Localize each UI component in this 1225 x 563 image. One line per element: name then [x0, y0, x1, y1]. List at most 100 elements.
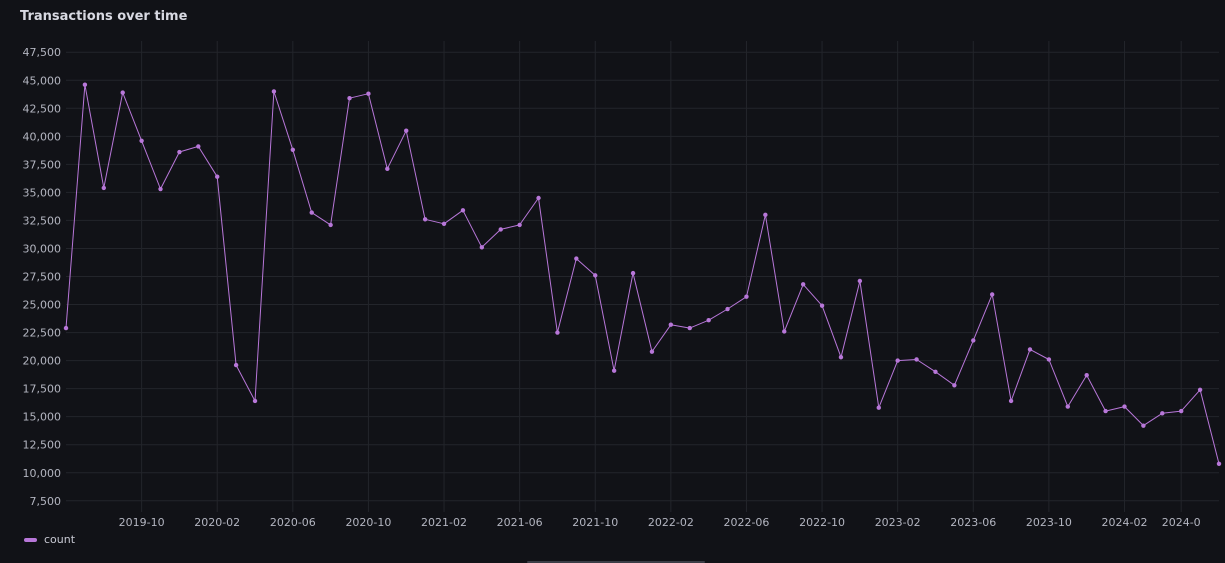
y-axis: 7,500 10,000 12,500 15,000 17,500 20,000 22,50… [23, 46, 62, 508]
data-point[interactable] [82, 82, 88, 87]
y-tick-label: 42,500 [23, 102, 62, 115]
x-tick-label: 2021-06 [497, 516, 543, 529]
data-point[interactable] [1065, 404, 1070, 409]
x-tick-label: 2021-02 [421, 516, 467, 529]
data-point[interactable] [385, 166, 390, 172]
data-point[interactable] [196, 144, 201, 149]
data-point[interactable] [347, 95, 352, 101]
data-point[interactable] [252, 398, 258, 404]
y-tick-label: 32,500 [23, 214, 62, 227]
data-point[interactable] [158, 186, 163, 192]
data-point[interactable] [989, 292, 995, 297]
x-tick-label: 2019-10 [119, 516, 165, 529]
data-point[interactable] [1160, 411, 1165, 416]
data-point[interactable] [555, 330, 560, 335]
y-tick-label: 17,500 [23, 383, 62, 396]
data-point[interactable] [1197, 387, 1203, 392]
y-tick-label: 37,500 [23, 158, 62, 171]
x-tick-label: 2023-10 [1026, 516, 1072, 529]
x-tick-label: 2022-06 [723, 516, 769, 529]
y-tick-label: 12,500 [23, 439, 62, 452]
data-point[interactable] [309, 210, 314, 215]
series-line[interactable] [65, 84, 1220, 464]
data-point[interactable] [441, 221, 447, 226]
data-point[interactable] [725, 306, 730, 312]
data-point[interactable] [498, 227, 503, 232]
data-point[interactable] [1084, 372, 1089, 378]
data-point[interactable] [479, 245, 485, 250]
data-point[interactable] [1122, 404, 1127, 409]
data-point[interactable] [574, 256, 579, 261]
data-point[interactable] [1216, 461, 1222, 466]
data-point[interactable] [536, 195, 541, 201]
legend-label: count [44, 533, 76, 546]
legend-item-count[interactable]: count [24, 533, 75, 546]
data-point[interactable] [460, 208, 466, 213]
x-tick-label: 2023-06 [950, 516, 996, 529]
data-point[interactable] [819, 303, 825, 308]
data-point[interactable] [800, 282, 806, 287]
data-point[interactable] [649, 349, 655, 354]
data-point[interactable] [933, 369, 938, 375]
data-point[interactable] [101, 185, 107, 191]
x-tick-label: 2020-10 [345, 516, 391, 529]
data-point[interactable] [233, 362, 239, 368]
scroll-indicator[interactable] [527, 561, 705, 563]
series-count[interactable] [63, 82, 1222, 466]
y-tick-label: 40,000 [23, 130, 62, 143]
data-point[interactable] [366, 91, 371, 96]
y-tick-label: 15,000 [23, 411, 62, 424]
data-point[interactable] [271, 89, 277, 94]
panel-title: Transactions over time [20, 9, 188, 24]
x-tick-label: 2020-06 [270, 516, 316, 529]
y-tick-label: 45,000 [23, 74, 62, 87]
data-point[interactable] [630, 270, 636, 276]
data-point[interactable] [593, 273, 598, 278]
x-tick-label: 2022-10 [799, 516, 845, 529]
y-tick-label: 25,000 [23, 299, 62, 312]
y-tick-label: 10,000 [23, 467, 62, 480]
data-point[interactable] [1008, 398, 1014, 404]
data-point[interactable] [914, 357, 919, 362]
data-point[interactable] [952, 383, 957, 388]
y-tick-label: 20,000 [23, 355, 62, 368]
data-point[interactable] [1027, 347, 1033, 352]
x-tick-label: 2020-02 [194, 516, 240, 529]
data-point[interactable] [706, 318, 711, 323]
x-tick-label: 2024-0 [1162, 516, 1201, 529]
data-point[interactable] [876, 405, 881, 410]
data-point[interactable] [857, 278, 863, 284]
data-point[interactable] [290, 147, 296, 152]
data-point[interactable] [120, 90, 125, 95]
grid-lines [66, 41, 1219, 512]
data-point[interactable] [611, 368, 617, 373]
data-point[interactable] [177, 149, 182, 155]
data-point[interactable] [215, 174, 220, 179]
y-tick-label: 7,500 [30, 495, 62, 508]
x-axis: 2019-10 2020-02 2020-06 2020-10 2021-02 2021-… [119, 516, 1201, 529]
data-point[interactable] [404, 128, 409, 133]
data-point[interactable] [668, 322, 674, 327]
data-point[interactable] [1141, 423, 1146, 428]
data-point[interactable] [328, 222, 333, 228]
y-tick-label: 27,500 [23, 271, 62, 284]
data-point[interactable] [895, 358, 900, 363]
data-point[interactable] [422, 217, 428, 222]
data-point[interactable] [971, 338, 976, 343]
data-point[interactable] [139, 138, 144, 144]
data-point[interactable] [782, 329, 787, 334]
data-point[interactable] [517, 222, 522, 228]
data-point[interactable] [63, 325, 69, 331]
data-point[interactable] [1178, 408, 1184, 414]
data-point[interactable] [1103, 408, 1108, 414]
x-tick-label: 2024-02 [1102, 516, 1148, 529]
y-tick-label: 47,500 [23, 46, 62, 59]
y-tick-label: 30,000 [23, 242, 62, 255]
data-point[interactable] [838, 355, 844, 360]
data-point[interactable] [763, 212, 768, 218]
data-point[interactable] [1046, 357, 1052, 362]
x-tick-label: 2021-10 [572, 516, 618, 529]
data-point[interactable] [744, 294, 749, 299]
data-point[interactable] [687, 325, 692, 331]
